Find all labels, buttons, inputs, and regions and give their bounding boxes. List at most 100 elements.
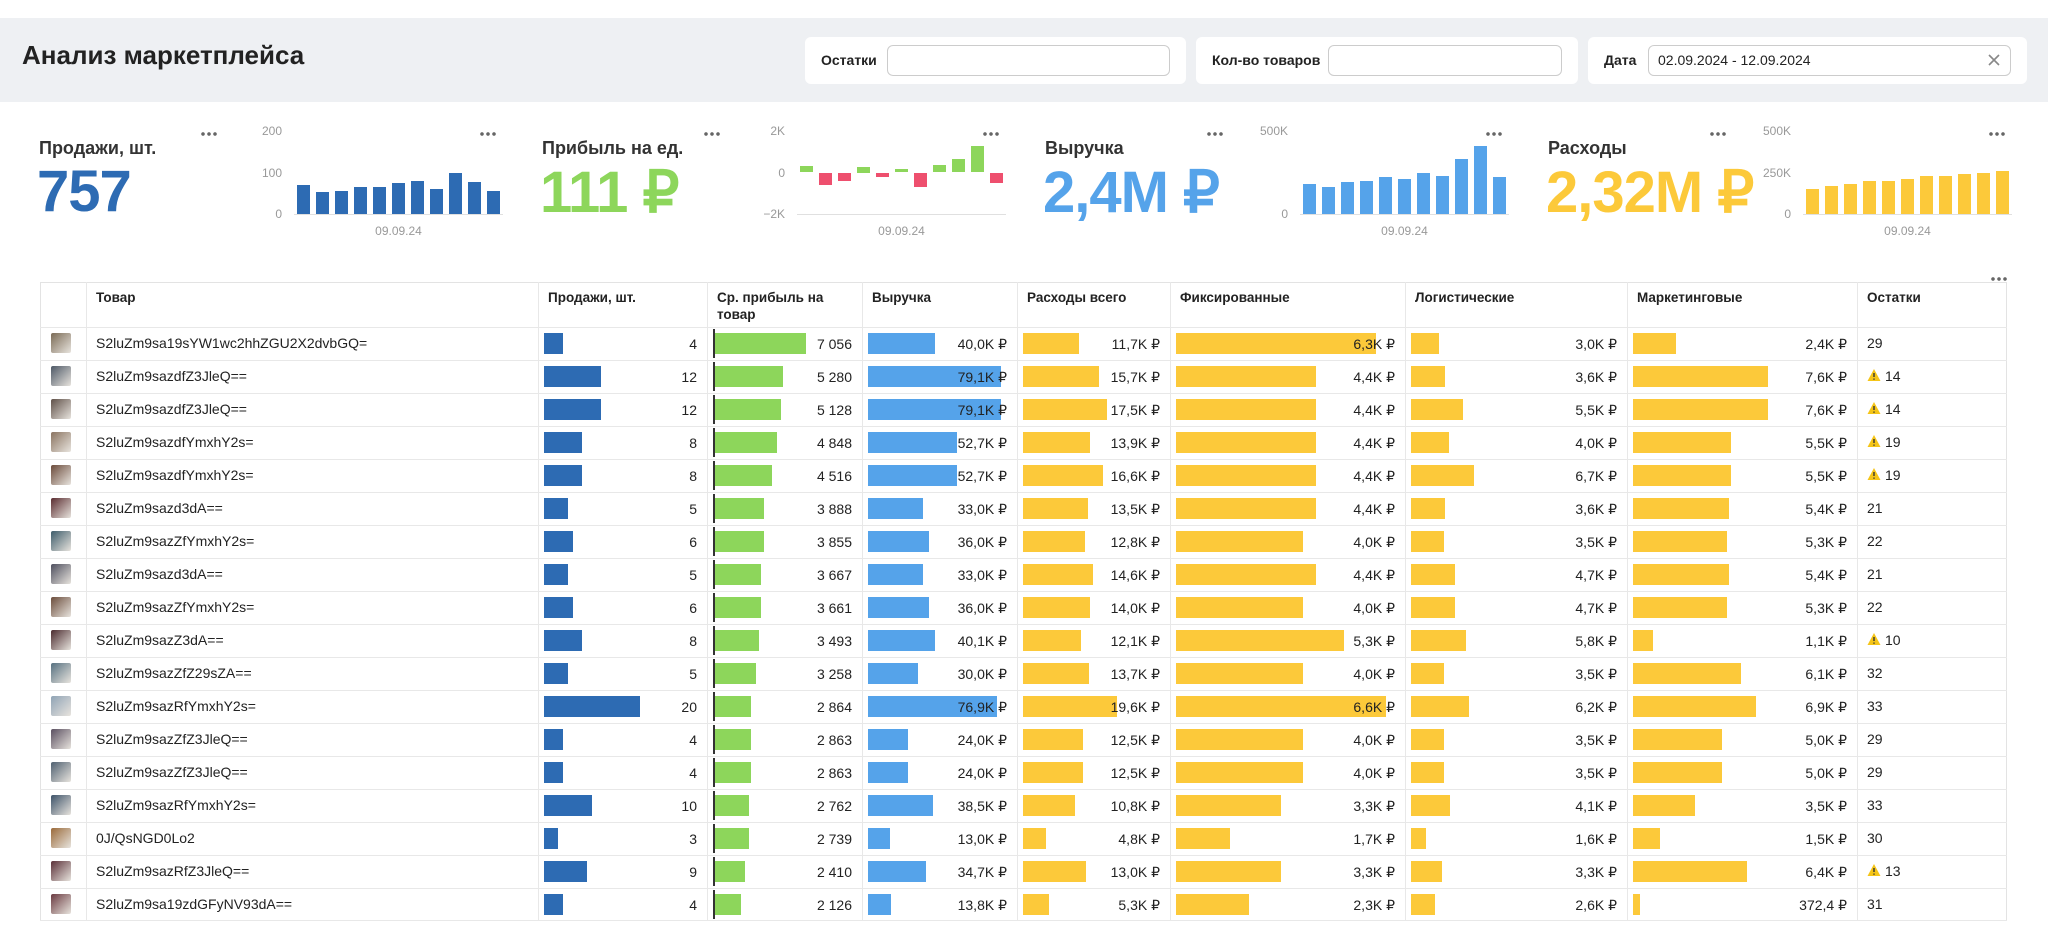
filter-input[interactable] — [1648, 45, 2011, 76]
cell-value: 34,7K ₽ — [957, 864, 1007, 880]
cell-value: 3,3K ₽ — [1353, 864, 1395, 880]
product-thumbnail — [51, 861, 71, 881]
menu-icon[interactable] — [703, 131, 721, 137]
cell-bar — [1411, 828, 1427, 849]
menu-icon[interactable] — [1709, 131, 1727, 137]
column-header[interactable]: Выручка — [872, 290, 931, 305]
cell-value: 9 — [689, 864, 697, 880]
column-header[interactable]: Маркетинговые — [1637, 290, 1743, 305]
cell-bar — [713, 762, 751, 783]
kpi-bar — [1806, 189, 1819, 214]
cell-text: 19 — [1885, 467, 1901, 483]
cell-bar — [1176, 531, 1304, 552]
product-thumbnail — [51, 762, 71, 782]
kpi-bar — [392, 182, 405, 214]
cell-bar — [1411, 564, 1456, 585]
kpi-bar — [1958, 174, 1971, 214]
cell-bar — [713, 498, 765, 519]
cell-bar — [868, 432, 957, 453]
kpi-value: 757 — [37, 159, 132, 224]
cell-text: S2luZm9sazdfZ3JleQ== — [96, 401, 247, 417]
cell-bar — [1411, 795, 1450, 816]
column-header[interactable]: Фиксированные — [1180, 290, 1290, 305]
menu-icon[interactable] — [1485, 131, 1503, 137]
cell-value: 13,7K ₽ — [1110, 666, 1160, 682]
cell-value: 3 493 — [816, 633, 852, 649]
cell-value: 3 667 — [816, 567, 852, 583]
axis-line — [1300, 214, 1509, 215]
cell-text: 29 — [1867, 335, 1883, 351]
cell-bar — [1633, 366, 1769, 387]
menu-icon[interactable] — [1990, 276, 2008, 282]
column-header[interactable]: Ср. прибыль на товар — [717, 290, 824, 322]
filter-value: 02.09.2024 - 12.09.2024 — [1658, 52, 1811, 68]
cell-text: S2luZm9sazdfYmxhY2s= — [96, 467, 254, 483]
menu-icon[interactable] — [1988, 131, 2006, 137]
cell-bar — [1023, 828, 1047, 849]
zero-line — [713, 527, 715, 556]
cell-text: 30 — [1867, 830, 1883, 846]
cell-text: 33 — [1867, 797, 1883, 813]
filter-input[interactable] — [1328, 45, 1562, 76]
cell-value: 4 — [689, 897, 697, 913]
product-thumbnail — [51, 894, 71, 914]
cell-value: 79,1K ₽ — [957, 369, 1007, 385]
cell-value: 4 — [689, 732, 697, 748]
cell-value: 5,5K ₽ — [1805, 435, 1847, 451]
zero-line — [713, 758, 715, 787]
cell-bar — [1411, 696, 1470, 717]
column-header[interactable]: Продажи, шт. — [548, 290, 636, 305]
cell-value: 13,5K ₽ — [1110, 501, 1160, 517]
cell-value: 12 — [681, 402, 697, 418]
cell-bar — [1023, 762, 1084, 783]
kpi-bar — [449, 172, 462, 214]
cell-text: S2luZm9sa19zdGFyNV93dA== — [96, 896, 293, 912]
cell-bar — [713, 630, 759, 651]
cell-value: 52,7K ₽ — [957, 468, 1007, 484]
cell-bar — [1176, 828, 1230, 849]
cell-bar — [868, 630, 936, 651]
column-header[interactable]: Остатки — [1867, 290, 1921, 305]
filter-input[interactable] — [887, 45, 1170, 76]
menu-icon[interactable] — [479, 131, 497, 137]
kpi-bar — [1455, 159, 1468, 214]
cell-value: 7,6K ₽ — [1805, 402, 1847, 418]
cell-value: 3,5K ₽ — [1805, 798, 1847, 814]
column-header[interactable]: Товар — [96, 290, 136, 305]
cell-bar — [1176, 399, 1316, 420]
menu-icon[interactable] — [982, 131, 1000, 137]
product-thumbnail — [51, 498, 71, 518]
warning-icon — [1867, 401, 1881, 415]
cell-bar — [1633, 465, 1731, 486]
cell-bar — [713, 366, 783, 387]
kpi-bar — [1844, 184, 1857, 214]
product-thumbnail — [51, 597, 71, 617]
cell-bar — [544, 465, 583, 486]
cell-value: 5 128 — [816, 402, 852, 418]
cell-value: 10,8K ₽ — [1110, 798, 1160, 814]
cell-value: 5,3K ₽ — [1805, 600, 1847, 616]
column-header[interactable]: Расходы всего — [1027, 290, 1127, 305]
cell-value: 4 848 — [816, 435, 852, 451]
cell-value: 4,0K ₽ — [1353, 600, 1395, 616]
menu-icon[interactable] — [200, 131, 218, 137]
column-divider — [1170, 282, 1171, 921]
row-divider — [40, 888, 2007, 889]
cell-bar — [544, 894, 564, 915]
cell-value: 12,5K ₽ — [1110, 765, 1160, 781]
kpi-bar — [373, 186, 386, 214]
row-divider — [40, 393, 2007, 394]
cell-value: 3,6K ₽ — [1575, 501, 1617, 517]
cell-value: 5,4K ₽ — [1805, 501, 1847, 517]
cell-value: 2 863 — [816, 765, 852, 781]
column-header[interactable]: Логистические — [1415, 290, 1515, 305]
cell-bar — [1633, 597, 1728, 618]
cell-bar — [868, 828, 890, 849]
cell-value: 6,3K ₽ — [1353, 336, 1395, 352]
warning-icon — [1867, 863, 1881, 877]
menu-icon[interactable] — [1206, 131, 1224, 137]
cell-bar — [868, 894, 892, 915]
cell-value: 4,4K ₽ — [1353, 369, 1395, 385]
cell-value: 1,1K ₽ — [1805, 633, 1847, 649]
clear-icon[interactable] — [1987, 53, 2001, 67]
